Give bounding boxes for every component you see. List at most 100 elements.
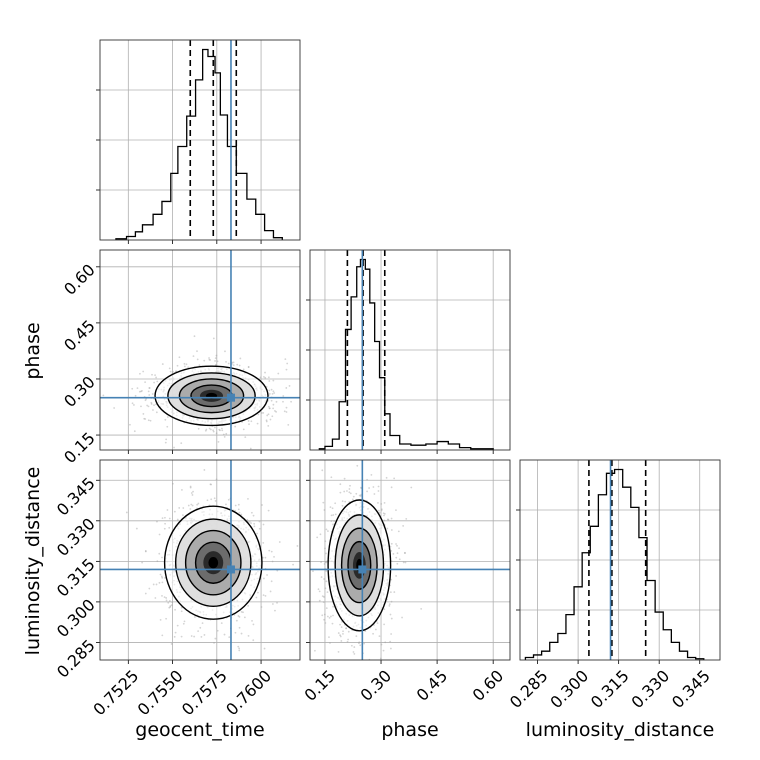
sample-point (268, 389, 271, 392)
sample-point (240, 513, 243, 516)
sample-point (252, 639, 255, 642)
sample-point (156, 560, 159, 563)
sample-point (166, 425, 169, 428)
contour-line (154, 365, 269, 427)
sample-point (192, 490, 194, 493)
sample-point (215, 478, 218, 481)
sample-point (287, 423, 290, 426)
tick-label-x-luminosity-distance: 0.285 (506, 666, 552, 712)
sample-point (359, 495, 362, 497)
sample-point (142, 370, 145, 373)
sample-point (197, 427, 200, 430)
sample-point (167, 601, 170, 604)
sample-point (325, 552, 327, 555)
sample-point (264, 594, 267, 597)
sample-point (339, 634, 341, 637)
sample-point (248, 423, 250, 426)
contour-line (167, 372, 256, 420)
sample-point (396, 552, 399, 555)
sample-point (192, 355, 195, 358)
histogram-step (115, 48, 283, 240)
sample-point (183, 620, 186, 623)
tick-label-x-geocent-time: 0.7575 (178, 666, 231, 719)
sample-point (352, 495, 355, 498)
sample-point (322, 601, 325, 604)
sample-point (150, 401, 153, 404)
sample-point (268, 549, 271, 552)
sample-point (214, 360, 216, 362)
sample-point (379, 657, 382, 660)
sample-point (339, 491, 342, 494)
sample-point (232, 361, 235, 364)
panel-2d-geocent-time-vs-phase (96, 249, 301, 454)
sample-point (196, 503, 199, 506)
sample-point (321, 614, 324, 617)
sample-point (185, 363, 188, 366)
sample-point (282, 400, 284, 403)
sample-point (133, 404, 135, 406)
sample-point (187, 504, 190, 507)
axes-frame (99, 39, 301, 241)
sample-point (333, 520, 336, 522)
sample-point (314, 649, 316, 652)
sample-point (236, 363, 239, 366)
sample-point (402, 561, 405, 564)
sample-point (401, 616, 403, 619)
sample-point (172, 370, 174, 373)
sample-point (389, 640, 392, 643)
sample-point (160, 575, 163, 578)
sample-point (168, 606, 171, 609)
sample-point (372, 632, 374, 635)
sample-point (151, 393, 154, 395)
contour-line (334, 514, 385, 617)
sample-point (275, 400, 278, 403)
sample-point (388, 604, 391, 607)
tick-label-y-phase: 0.60 (60, 260, 99, 299)
sample-point (420, 607, 423, 610)
sample-point (264, 556, 267, 559)
tick-label-y-luminosity-distance: 0.330 (53, 514, 99, 560)
sample-point (324, 540, 327, 543)
sample-point (180, 610, 183, 613)
sample-point (398, 547, 400, 550)
sample-point (161, 363, 164, 365)
sample-point (197, 502, 200, 505)
sample-point (320, 576, 323, 578)
sample-point (228, 636, 231, 639)
sample-point (272, 379, 275, 382)
sample-point (278, 541, 281, 543)
sample-point (163, 596, 166, 598)
sample-point (339, 635, 342, 638)
sample-point (180, 606, 183, 609)
sample-point (319, 533, 322, 536)
sample-point (189, 486, 192, 489)
sample-point (259, 376, 262, 379)
sample-point (161, 581, 164, 584)
sample-point (377, 502, 379, 504)
sample-point (328, 616, 331, 619)
sample-point (274, 609, 276, 612)
sample-point (263, 376, 265, 378)
sample-point (258, 520, 261, 523)
sample-point (323, 618, 325, 621)
sample-point (384, 641, 387, 644)
sample-point (251, 619, 253, 622)
sample-point (380, 509, 383, 512)
sample-point (329, 506, 332, 509)
sample-point (201, 622, 204, 625)
sample-point (317, 588, 320, 591)
sample-point (320, 561, 322, 564)
sample-point (212, 337, 215, 340)
sample-point (257, 591, 259, 594)
sample-point (330, 476, 333, 479)
sample-point (368, 487, 371, 489)
sample-point (190, 503, 193, 506)
sample-point (332, 605, 335, 608)
sample-point (390, 633, 393, 635)
sample-point (257, 413, 260, 416)
sample-point (113, 407, 116, 409)
sample-point (353, 653, 356, 655)
sample-point (102, 394, 105, 397)
